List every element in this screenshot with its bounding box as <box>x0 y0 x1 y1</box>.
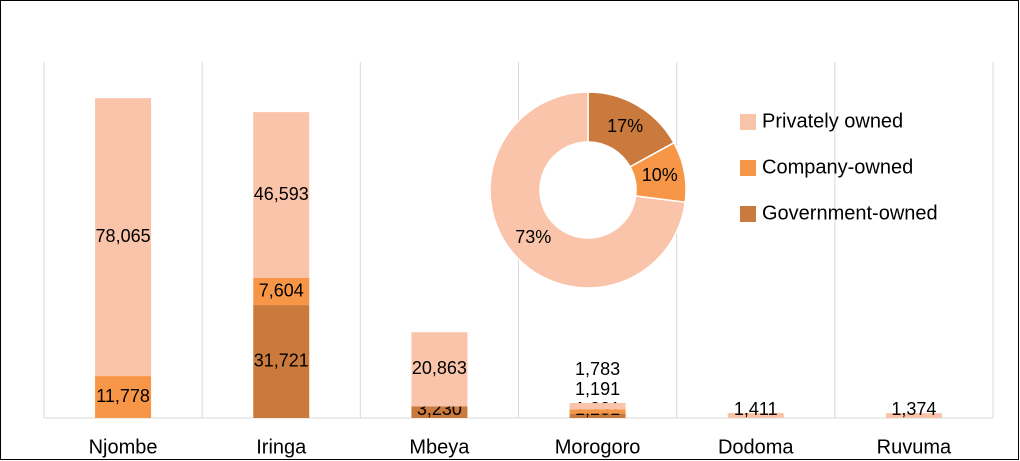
legend-swatch <box>740 160 756 176</box>
data-label: 46,593 <box>254 184 309 204</box>
bar-segment <box>569 409 626 414</box>
data-label: 10% <box>642 165 678 185</box>
bar-segment <box>95 98 152 377</box>
data-label: 17% <box>607 116 643 136</box>
data-label: 1,783 <box>575 359 620 379</box>
data-label: 78,065 <box>96 226 151 246</box>
x-tick-label: Iringa <box>256 436 307 458</box>
bar-segment <box>885 413 942 418</box>
x-tick-label: Ruvuma <box>877 436 952 458</box>
x-tick-label: Dodoma <box>718 436 794 458</box>
bar-segment <box>253 278 310 306</box>
data-label: 7,604 <box>259 280 304 300</box>
legend-label: Government-owned <box>762 202 938 224</box>
legend-swatch <box>740 206 756 222</box>
data-label: 20,863 <box>412 358 467 378</box>
legend-label: Company-owned <box>762 156 913 178</box>
data-label: 1,191 <box>575 379 620 399</box>
x-tick-label: Njombe <box>89 436 158 458</box>
data-label: 1,374 <box>891 399 936 419</box>
bar-segment <box>569 403 626 410</box>
donut-slice <box>489 91 687 289</box>
data-label: 73% <box>515 227 551 247</box>
bar-segment <box>569 413 626 418</box>
bar-segment <box>253 112 310 279</box>
x-tick-label: Morogoro <box>555 436 641 458</box>
bar-segment <box>411 406 468 418</box>
bar-segment <box>727 412 784 418</box>
data-label: 1,411 <box>734 399 778 419</box>
legend-swatch <box>740 114 756 130</box>
bar-segment <box>253 305 310 418</box>
legend-label: Privately owned <box>762 110 903 132</box>
x-tick-label: Mbeya <box>409 436 470 458</box>
bar-segment <box>411 332 468 407</box>
data-label: 11,778 <box>96 386 150 406</box>
bar-segment <box>95 376 152 418</box>
data-label: 31,721 <box>254 350 309 370</box>
